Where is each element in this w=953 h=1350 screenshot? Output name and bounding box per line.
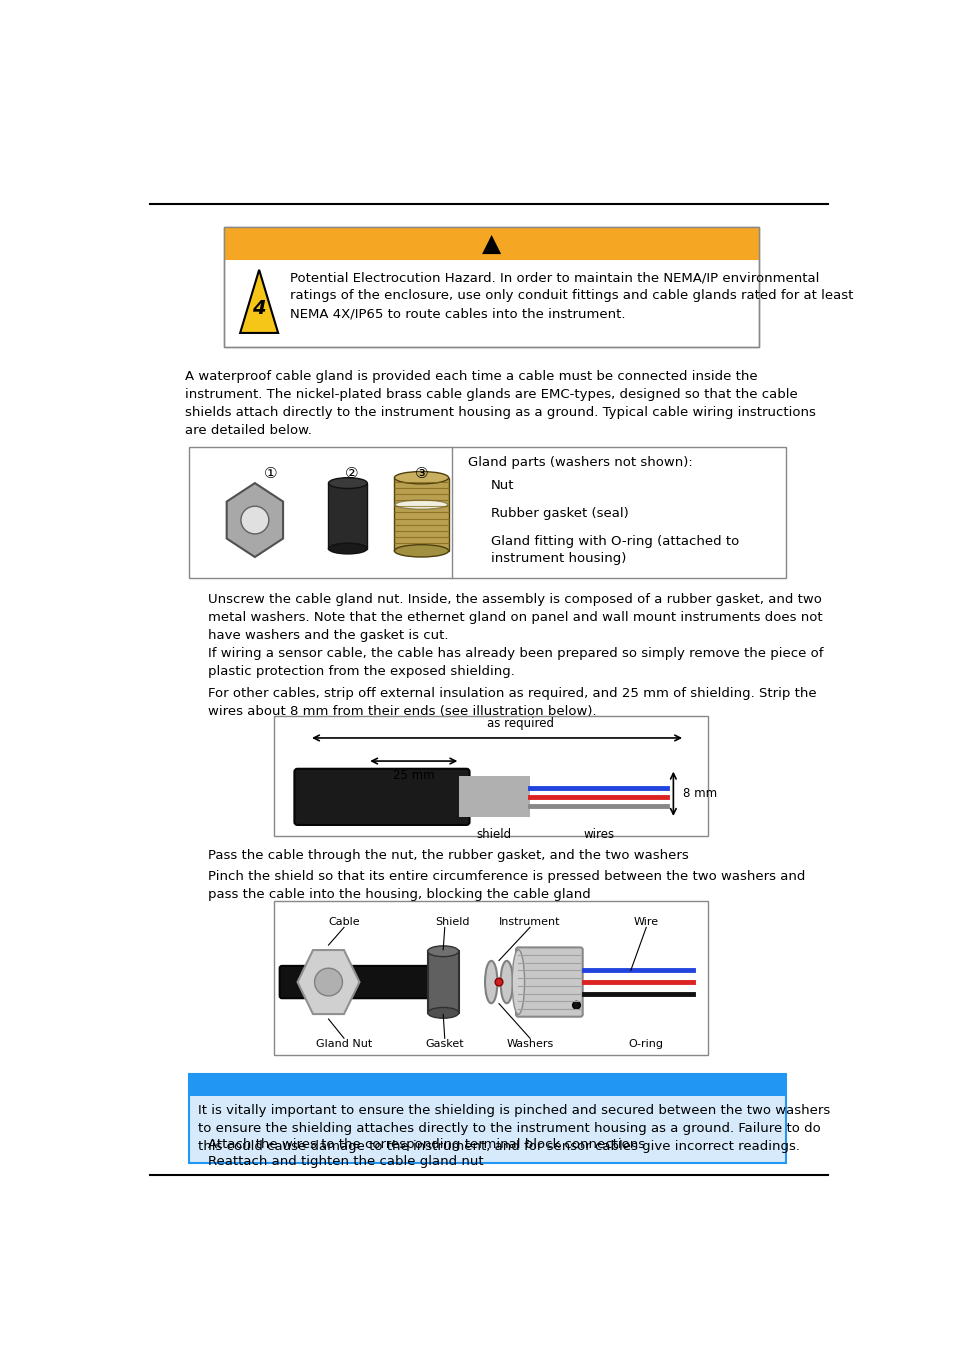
Circle shape [241,506,269,533]
Ellipse shape [328,543,367,554]
Circle shape [495,979,502,986]
Text: Wire: Wire [633,917,659,926]
Text: ②: ② [345,466,358,481]
Bar [224,227,758,347]
Text: as required: as required [486,717,554,730]
Bar [224,227,758,347]
Text: Gland Nut: Gland Nut [315,1040,372,1049]
Text: Unscrew the cable gland nut. Inside, the assembly is composed of a rubber gasket: Unscrew the cable gland nut. Inside, the… [208,593,822,643]
Text: Nut: Nut [491,479,515,493]
Ellipse shape [500,961,513,1003]
Text: wires: wires [582,828,614,841]
Text: A waterproof cable gland is provided each time a cable must be connected inside : A waterproof cable gland is provided eac… [185,370,815,437]
Text: Gasket: Gasket [425,1040,463,1049]
Bar [328,483,367,548]
Bar [394,478,448,551]
Text: 8 mm: 8 mm [682,787,716,801]
Ellipse shape [484,961,497,1003]
Circle shape [572,1002,579,1008]
FancyBboxPatch shape [516,948,582,1017]
Polygon shape [227,483,283,558]
Text: 25 mm: 25 mm [393,768,435,782]
Bar [224,227,758,259]
Bar [274,902,707,1056]
FancyBboxPatch shape [279,965,439,998]
Text: ①: ① [263,466,277,481]
Bar [189,1096,785,1162]
Ellipse shape [427,946,458,957]
Text: !: ! [488,239,494,252]
Text: O-ring: O-ring [628,1040,663,1049]
Text: Reattach and tighten the cable gland nut: Reattach and tighten the cable gland nut [208,1156,483,1168]
Text: Potential Electrocution Hazard. In order to maintain the NEMA/IP environmental
r: Potential Electrocution Hazard. In order… [290,271,852,320]
Ellipse shape [328,478,367,489]
Text: Rubber gasket (seal): Rubber gasket (seal) [491,508,628,520]
Polygon shape [297,950,359,1014]
Text: Attach the wires to the corresponding terminal block connections: Attach the wires to the corresponding te… [208,1138,645,1152]
Bar [189,447,785,578]
Text: Pass the cable through the nut, the rubber gasket, and the two washers: Pass the cable through the nut, the rubb… [208,849,688,861]
Text: ▲: ▲ [481,232,500,255]
Ellipse shape [512,949,524,1014]
Bar [458,776,530,817]
Text: Gland parts (washers not shown):: Gland parts (washers not shown): [468,456,692,470]
Text: Pinch the shield so that its entire circumference is pressed between the two was: Pinch the shield so that its entire circ… [208,871,805,902]
Text: For other cables, strip off external insulation as required, and 25 mm of shield: For other cables, strip off external ins… [208,687,816,718]
Ellipse shape [395,500,447,509]
Text: 4: 4 [252,298,266,317]
Ellipse shape [394,544,448,558]
FancyBboxPatch shape [294,768,469,825]
Bar [427,952,458,1012]
Text: It is vitally important to ensure the shielding is pinched and secured between t: It is vitally important to ensure the sh… [198,1104,830,1153]
Bar [189,1075,785,1096]
Text: ③: ③ [415,466,428,481]
Text: Washers: Washers [506,1040,553,1049]
Text: Instrument: Instrument [498,917,560,926]
Ellipse shape [427,1007,458,1018]
Ellipse shape [394,471,448,483]
Circle shape [314,968,342,996]
Text: shield: shield [476,828,512,841]
Polygon shape [240,270,278,333]
Text: Cable: Cable [328,917,359,926]
Text: Shield: Shield [435,917,469,926]
Text: Gland fitting with O-ring (attached to
instrument housing): Gland fitting with O-ring (attached to i… [491,535,739,564]
Text: If wiring a sensor cable, the cable has already been prepared so simply remove t: If wiring a sensor cable, the cable has … [208,647,823,678]
Bar [189,1075,785,1162]
Bar [274,717,707,836]
